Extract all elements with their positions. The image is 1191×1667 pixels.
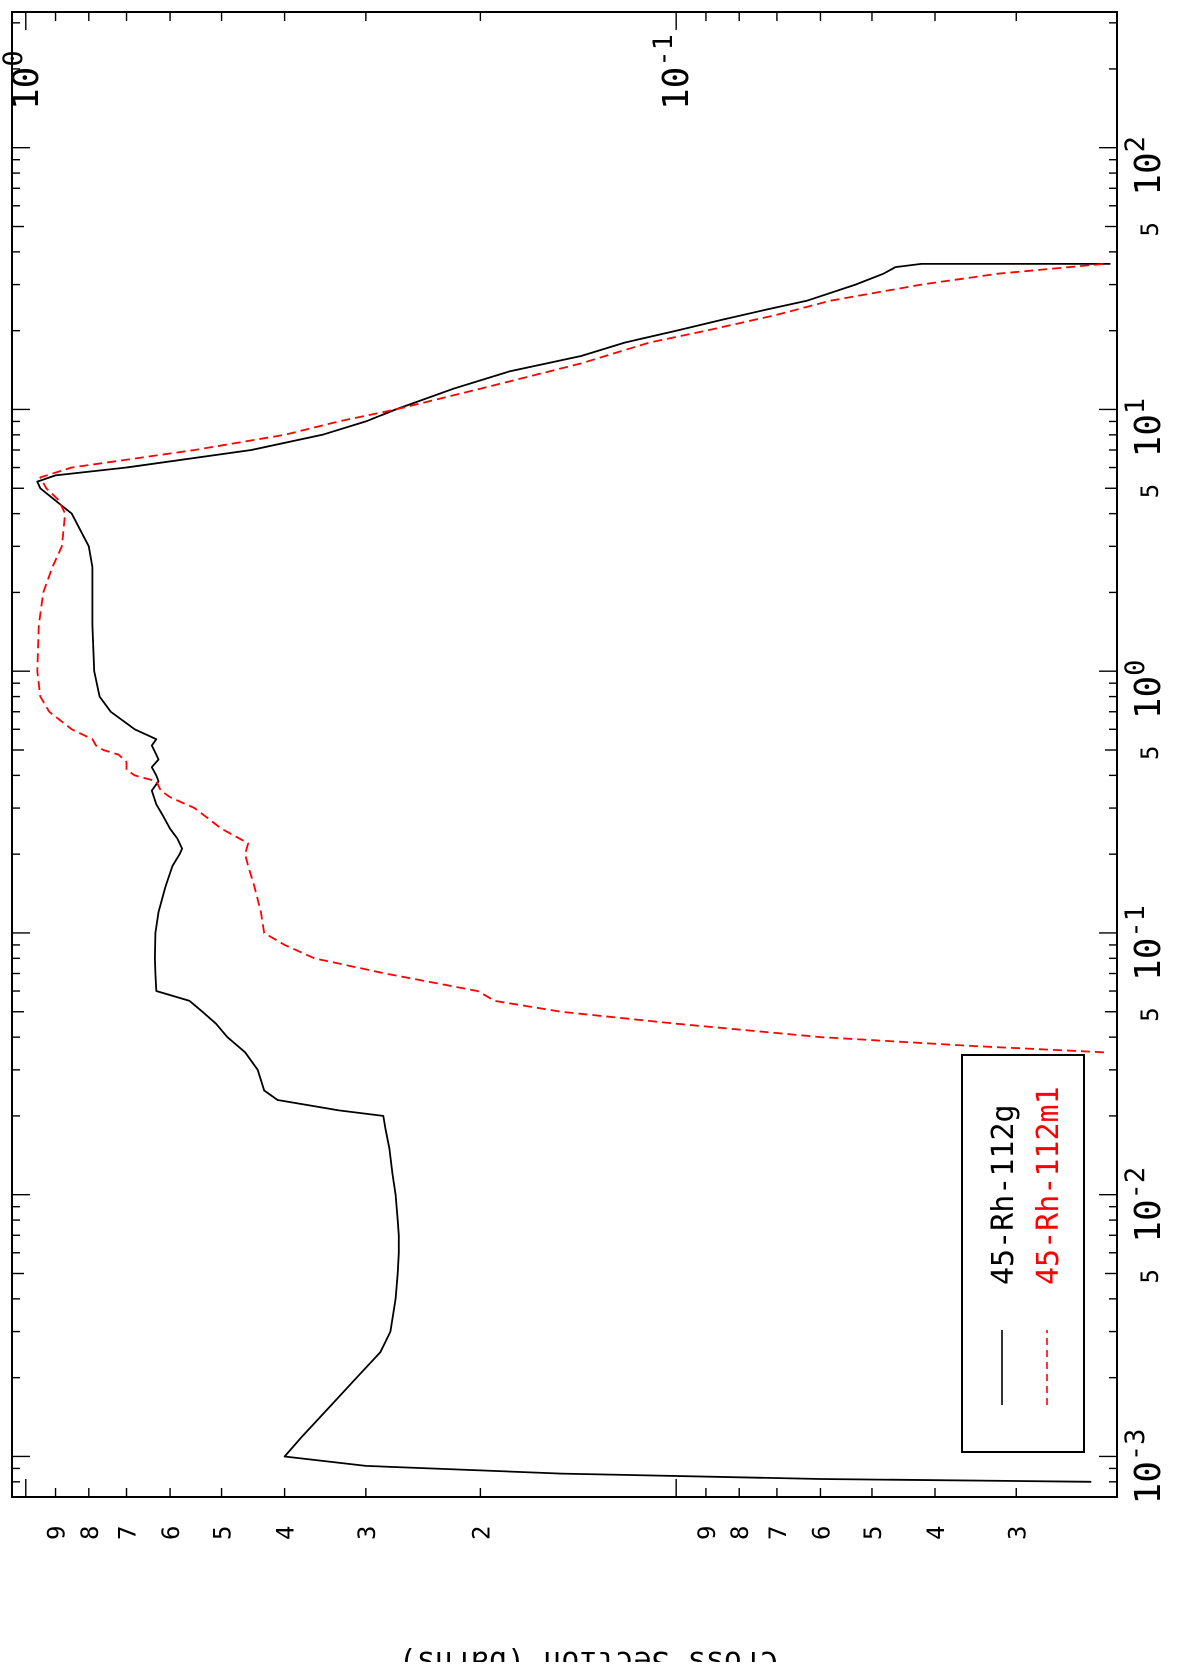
y-tick-label: 100 — [0, 50, 47, 110]
y-axis-title: Cross Section (barns) — [399, 1644, 778, 1662]
series-line-rh112m1 — [36, 263, 1104, 1054]
y-minor-label: 7 — [764, 1526, 792, 1540]
x-tick-label-exp: 1 — [1120, 398, 1151, 414]
y-tick-label-base: 10 — [6, 67, 47, 110]
series-line-rh112g — [36, 263, 1111, 1483]
legend-label-g: 45-Rh-112g — [986, 1104, 1021, 1285]
x-tick-label: 10-3 — [1120, 1429, 1169, 1505]
plot-frame — [11, 11, 1118, 1498]
x-tick-label: 100 — [1120, 660, 1169, 720]
x-minor-label: 5 — [1136, 1269, 1164, 1283]
axis-ticks — [12, 12, 1117, 1498]
x-tick-label-base: 10 — [1128, 1199, 1169, 1242]
y-minor-label: 9 — [693, 1526, 721, 1540]
y-minor-label: 5 — [859, 1526, 887, 1540]
legend-box — [961, 1054, 1085, 1453]
y-tick-label: 10-1 — [648, 34, 697, 110]
x-tick-label-exp: 2 — [1120, 136, 1151, 152]
tick-labels: 10-310-210-11001011025555510-11003456789… — [0, 34, 1169, 1540]
y-minor-label: 5 — [209, 1526, 237, 1540]
x-minor-label: 5 — [1136, 222, 1164, 236]
x-minor-label: 5 — [1136, 746, 1164, 760]
y-minor-label: 4 — [272, 1526, 300, 1540]
x-minor-label: 5 — [1136, 1007, 1164, 1021]
y-tick-label-exp: 0 — [0, 50, 29, 66]
y-minor-label: 6 — [157, 1526, 185, 1540]
y-minor-label: 2 — [467, 1526, 495, 1540]
y-tick-label-exp: -1 — [648, 34, 679, 67]
x-tick-label-exp: -2 — [1120, 1167, 1151, 1200]
legend: 45-Rh-112g 45-Rh-112m1 — [961, 1054, 1085, 1453]
x-tick-label-exp: -3 — [1120, 1429, 1151, 1462]
y-minor-label: 4 — [922, 1526, 950, 1540]
y-minor-label: 9 — [43, 1526, 71, 1540]
x-tick-label-base: 10 — [1128, 414, 1169, 457]
x-tick-label-base: 10 — [1128, 938, 1169, 981]
y-minor-label: 8 — [76, 1526, 104, 1540]
x-tick-label: 101 — [1120, 398, 1169, 458]
y-minor-label: 7 — [114, 1526, 142, 1540]
series-group — [36, 263, 1111, 1483]
x-tick-label: 10-1 — [1120, 905, 1169, 981]
y-minor-label: 6 — [807, 1526, 835, 1540]
y-minor-label: 3 — [353, 1526, 381, 1540]
x-tick-label-exp: -1 — [1120, 905, 1151, 938]
x-minor-label: 5 — [1136, 484, 1164, 498]
x-tick-label-base: 10 — [1128, 1461, 1169, 1504]
x-tick-label-exp: 0 — [1120, 660, 1151, 676]
x-tick-label: 10-2 — [1120, 1167, 1169, 1243]
x-tick-label-base: 10 — [1128, 676, 1169, 719]
y-tick-label-base: 10 — [656, 67, 697, 110]
y-minor-label: 3 — [1003, 1526, 1031, 1540]
y-minor-label: 8 — [726, 1526, 754, 1540]
legend-label-m1: 45-Rh-112m1 — [1031, 1086, 1066, 1285]
x-tick-label-base: 10 — [1128, 152, 1169, 195]
x-tick-label: 102 — [1120, 136, 1169, 196]
